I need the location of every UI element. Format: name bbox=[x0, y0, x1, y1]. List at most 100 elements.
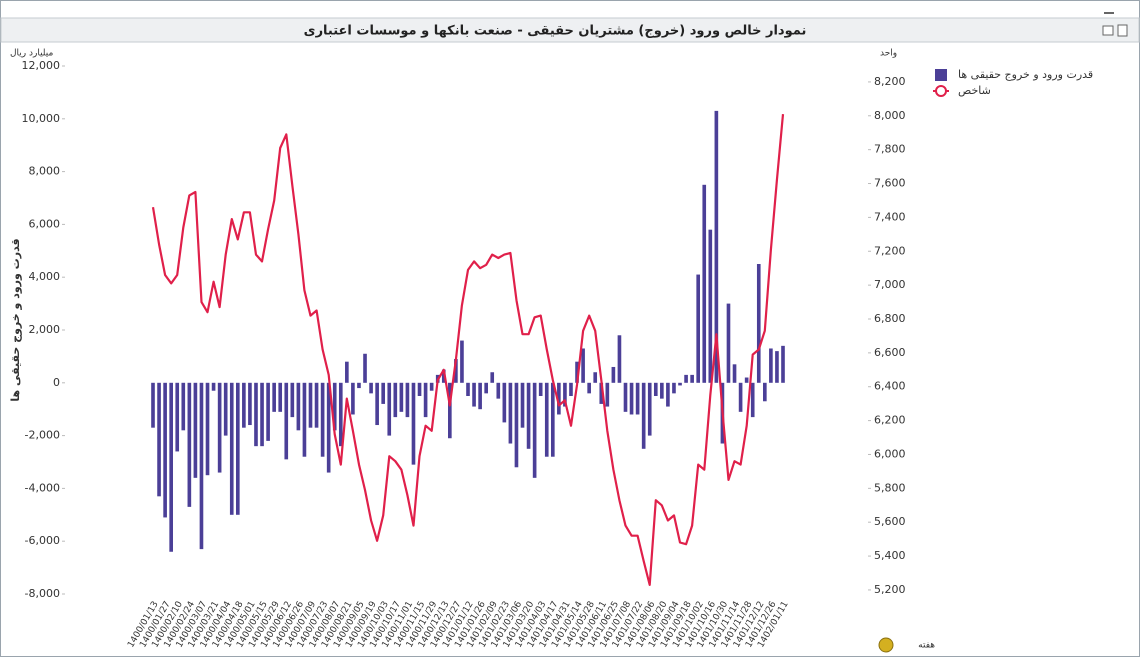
bar bbox=[490, 372, 495, 383]
minimize-button[interactable] bbox=[1104, 12, 1114, 14]
y2-tick-label: 5,600 bbox=[874, 515, 906, 528]
bar bbox=[641, 382, 646, 449]
y-unit: میلیارد ریال bbox=[10, 49, 54, 59]
y-axis-title: قدرت ورود و خروج حقیقی ها bbox=[9, 238, 23, 401]
bar bbox=[538, 382, 543, 396]
y2-tick-label: 8,200 bbox=[874, 75, 906, 88]
bar bbox=[223, 382, 228, 436]
y2-tick-label: 7,000 bbox=[874, 278, 906, 291]
bar bbox=[593, 372, 598, 383]
bar bbox=[199, 382, 204, 550]
bar bbox=[484, 382, 488, 394]
bar bbox=[738, 382, 743, 412]
legend-label: قدرت ورود و خروج حقیقی ها bbox=[958, 68, 1093, 81]
bar bbox=[623, 382, 628, 412]
zoom-button[interactable] bbox=[878, 637, 894, 653]
bar bbox=[496, 382, 501, 399]
bar bbox=[672, 382, 676, 394]
bar bbox=[563, 382, 567, 407]
bar bbox=[702, 184, 707, 383]
bar bbox=[369, 382, 373, 394]
bar bbox=[454, 359, 458, 383]
bar bbox=[769, 348, 773, 383]
y2-tick-label: 7,600 bbox=[874, 177, 906, 190]
bar bbox=[387, 382, 392, 436]
bar bbox=[544, 382, 549, 457]
bar bbox=[448, 382, 452, 439]
bar bbox=[532, 382, 537, 478]
bar bbox=[666, 382, 670, 407]
y2-tick-label: 6,800 bbox=[874, 312, 906, 325]
bar bbox=[732, 364, 737, 383]
y-tick-label: 12,000 bbox=[22, 59, 61, 72]
export-button[interactable] bbox=[1117, 24, 1128, 37]
bar bbox=[569, 382, 573, 396]
bar bbox=[520, 382, 525, 428]
line bbox=[151, 113, 785, 586]
bar bbox=[478, 382, 482, 410]
bar bbox=[526, 382, 531, 449]
bar bbox=[284, 382, 289, 460]
bar bbox=[205, 382, 210, 476]
bar bbox=[405, 382, 410, 418]
y2-tick-label: 5,800 bbox=[874, 481, 906, 494]
bar bbox=[332, 382, 337, 431]
bar bbox=[744, 377, 749, 383]
bar bbox=[472, 382, 476, 407]
bar bbox=[502, 382, 507, 423]
bar bbox=[599, 382, 604, 404]
bar bbox=[660, 382, 664, 399]
legend-marker bbox=[935, 85, 947, 97]
bar bbox=[217, 382, 222, 473]
x-axis-title: هفته bbox=[918, 641, 935, 651]
bar bbox=[557, 382, 561, 415]
chart-title: نمودار خالص ورود (خروج) مشتریان حقیقی - … bbox=[304, 24, 807, 39]
bar bbox=[750, 382, 755, 418]
y-tick-label: 2,000 bbox=[29, 323, 61, 336]
bar bbox=[235, 382, 240, 515]
bar bbox=[308, 382, 313, 428]
y2-tick-label: 8,000 bbox=[874, 109, 906, 122]
bar bbox=[290, 382, 295, 418]
y2-tick-label: 5,400 bbox=[874, 549, 906, 562]
bar bbox=[587, 382, 591, 394]
bar bbox=[775, 351, 779, 383]
bar bbox=[684, 374, 688, 383]
y-tick-label: -6,000 bbox=[25, 534, 60, 547]
y-tick-label: -8,000 bbox=[25, 587, 60, 600]
bar bbox=[254, 382, 258, 447]
bar bbox=[678, 382, 682, 386]
bar bbox=[460, 340, 464, 383]
bar bbox=[345, 361, 349, 383]
y-tick-label: -2,000 bbox=[25, 429, 60, 442]
y2-unit: واحد bbox=[880, 49, 897, 59]
y-tick-label: 4,000 bbox=[29, 270, 61, 283]
bar bbox=[375, 382, 379, 426]
bar bbox=[629, 382, 634, 415]
print-button[interactable] bbox=[1102, 25, 1114, 36]
y2-tick-label: 6,200 bbox=[874, 414, 906, 427]
y-tick-label: 0 bbox=[53, 376, 60, 389]
y2-tick-label: 6,400 bbox=[874, 380, 906, 393]
y2-tick-label: 7,400 bbox=[874, 210, 906, 223]
bar bbox=[193, 382, 198, 478]
bar bbox=[581, 348, 585, 383]
bar bbox=[647, 382, 652, 436]
bar bbox=[266, 382, 270, 441]
bar bbox=[399, 382, 404, 412]
bar bbox=[320, 382, 325, 457]
legend-swatch bbox=[935, 69, 947, 81]
bar bbox=[393, 382, 398, 418]
bar bbox=[248, 382, 252, 426]
y2-tick-label: 7,200 bbox=[874, 244, 906, 257]
bar bbox=[169, 382, 173, 552]
bar bbox=[653, 382, 658, 396]
bar bbox=[163, 382, 167, 518]
bar bbox=[508, 382, 513, 444]
bar bbox=[756, 264, 761, 383]
y2-tick-label: 5,200 bbox=[874, 583, 906, 596]
bar bbox=[417, 382, 422, 396]
bar bbox=[314, 382, 319, 428]
